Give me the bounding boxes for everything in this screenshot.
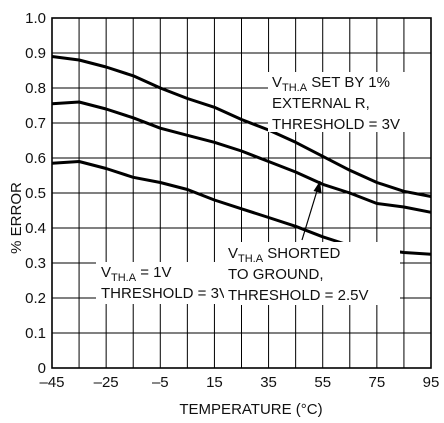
y-tick-label: 0.9: [25, 45, 46, 62]
annotation-backdrop: [224, 242, 400, 305]
annotation-segment: THRESHOLD = 2.5V: [228, 287, 368, 304]
y-tick-label: 0.4: [25, 220, 46, 237]
annotation-segment: V: [228, 245, 238, 262]
annotation-segment: SHORTED: [263, 245, 340, 262]
x-tick-label: –45: [39, 374, 64, 391]
annotation-segment: TO GROUND,: [228, 266, 324, 283]
annotations: VTH.A SET BY 1%EXTERNAL R,THRESHOLD = 3V…: [96, 72, 432, 305]
series-line: [51, 55, 432, 198]
y-tick-label: 0.3: [25, 255, 46, 272]
annotation-backdrop: [96, 262, 236, 304]
annotation-segment: V: [101, 264, 111, 281]
annotation-segment: EXTERNAL R,: [272, 95, 370, 112]
x-tick-label: –25: [94, 374, 119, 391]
x-tick-label: 15: [206, 374, 223, 391]
x-tick-label: –5: [152, 374, 169, 391]
plot-frame: [51, 17, 432, 369]
annotation-text: VTH.A SET BY 1%: [272, 74, 390, 94]
annotation-segment: V: [272, 74, 282, 91]
annotation-text: THRESHOLD = 3V: [272, 116, 400, 133]
annotation-segment: = 1V: [136, 264, 171, 281]
y-tick-label: 0.5: [25, 185, 46, 202]
annotation-text: EXTERNAL R,: [272, 95, 370, 112]
annotation-text: THRESHOLD = 3V: [101, 285, 229, 302]
annotation-text: TO GROUND,: [228, 266, 324, 283]
x-tick-label: 55: [314, 374, 331, 391]
annotation-segment: THRESHOLD = 3V: [101, 285, 229, 302]
x-axis-label: TEMPERATURE (°C): [179, 401, 322, 418]
y-tick-label: 0: [38, 360, 46, 377]
series-line: [51, 100, 432, 214]
annotation-segment: SET BY 1%: [307, 74, 390, 91]
x-tick-label: 95: [423, 374, 440, 391]
annotation-backdrop: [268, 72, 432, 132]
annotation-text: VTH.A = 1V: [101, 264, 172, 284]
annotation-text: THRESHOLD = 2.5V: [228, 287, 368, 304]
y-tick-label: 1.0: [25, 10, 46, 27]
axes: –45 –25 –5 15 35 55 75 95 0 0.1 0.2 0.3 0.4 0.5 0.6 0.7…: [25, 10, 439, 391]
y-tick-label: 0.1: [25, 325, 46, 342]
annotation-subscript: TH.A: [238, 253, 264, 265]
annotation-subscript: TH.A: [282, 82, 308, 94]
annotation-subscript: TH.A: [111, 272, 137, 284]
annotation-text: VTH.A SHORTED: [228, 245, 340, 265]
annotation-arrowhead: [313, 181, 322, 193]
grid: [51, 17, 432, 369]
x-tick-label: 35: [260, 374, 277, 391]
y-tick-label: 0.6: [25, 150, 46, 167]
x-tick-label: 75: [369, 374, 386, 391]
y-tick-label: 0.8: [25, 80, 46, 97]
y-tick-label: 0.2: [25, 290, 46, 307]
y-tick-label: 0.7: [25, 115, 46, 132]
y-axis-label: % ERROR: [8, 182, 25, 254]
annotation-segment: THRESHOLD = 3V: [272, 116, 400, 133]
